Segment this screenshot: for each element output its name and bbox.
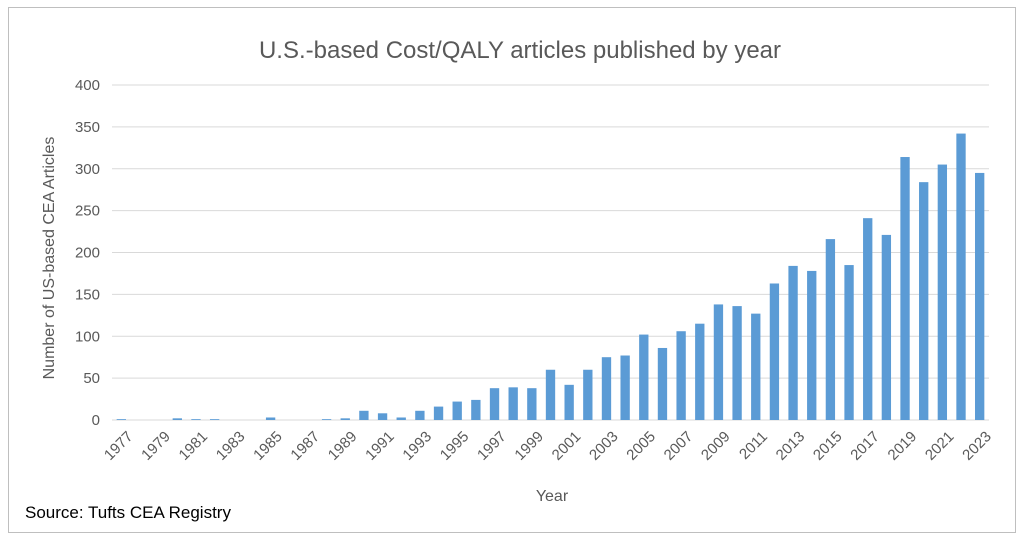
x-tick-label: 2005: [623, 428, 659, 464]
x-tick-label: 1987: [287, 428, 323, 464]
bar-1997: [489, 388, 500, 420]
bar-2015: [825, 239, 836, 420]
x-tick-label: 2017: [847, 428, 883, 464]
bar-1996: [471, 399, 481, 420]
bar-2018: [881, 234, 892, 420]
x-tick-label: 2021: [922, 428, 958, 464]
bar-2003: [601, 357, 612, 420]
bar-2005: [639, 334, 649, 420]
bar-2016: [844, 265, 854, 420]
bar-2012: [769, 283, 780, 420]
bar-2006: [657, 347, 668, 420]
bar-1988: [321, 419, 332, 420]
chart-frame: U.S.-based Cost/QALY articles published …: [8, 7, 1016, 533]
y-tick-label: 400: [75, 77, 100, 94]
bar-1977: [116, 419, 126, 420]
bar-1981: [191, 419, 201, 420]
bar-2011: [751, 313, 761, 420]
x-tick-label: 2009: [698, 428, 734, 464]
bar-2021: [937, 164, 948, 420]
bar-1993: [415, 410, 425, 420]
bar-2013: [788, 265, 798, 420]
bar-2020: [919, 182, 929, 420]
x-tick-label: 1977: [101, 428, 137, 464]
bar-1998: [508, 387, 518, 420]
x-tick-label: 2007: [661, 428, 697, 464]
bar-1990: [359, 410, 369, 420]
x-tick-label: 1979: [138, 428, 174, 464]
bar-2017: [863, 218, 873, 420]
bar-2002: [583, 369, 593, 420]
bar-2007: [676, 331, 686, 420]
y-axis-label: Number of US-based CEA Articles: [41, 137, 58, 380]
chart-canvas: U.S.-based Cost/QALY articles published …: [25, 37, 995, 522]
bar-2004: [620, 355, 630, 420]
bar-1992: [396, 417, 406, 420]
x-tick-label: 2015: [810, 428, 846, 464]
x-tick-label: 1999: [511, 428, 547, 464]
x-tick-label: 1995: [437, 428, 473, 464]
bar-2022: [956, 133, 966, 420]
bars: [116, 133, 985, 420]
x-tick-label: 2003: [586, 428, 622, 464]
y-axis-ticks: 0 50 100 150 200 250 300 350 400: [75, 77, 100, 429]
bar-2014: [807, 270, 817, 420]
y-tick-label: 50: [83, 370, 100, 387]
x-tick-label: 1989: [325, 428, 361, 464]
x-tick-label: 1997: [474, 428, 510, 464]
x-tick-label: 2023: [959, 428, 995, 464]
bar-2009: [713, 304, 724, 420]
y-tick-label: 350: [75, 119, 100, 136]
y-tick-label: 200: [75, 245, 100, 262]
x-tick-label: 1985: [250, 428, 286, 464]
bar-1995: [452, 401, 462, 420]
y-tick-label: 150: [75, 286, 100, 303]
bar-1994: [433, 406, 444, 420]
y-tick-label: 300: [75, 161, 100, 178]
y-tick-label: 0: [92, 412, 100, 429]
bar-2019: [900, 157, 910, 420]
bar-2000: [545, 369, 556, 420]
bar-1989: [340, 418, 350, 420]
x-tick-label: 2019: [885, 428, 921, 464]
x-tick-label: 2001: [549, 428, 585, 464]
x-tick-label: 1991: [362, 428, 398, 464]
bar-2001: [564, 384, 574, 420]
bar-1985: [265, 417, 276, 420]
bar-1991: [377, 413, 388, 420]
bar-1980: [172, 418, 182, 420]
x-axis-label: Year: [536, 488, 569, 505]
x-tick-label: 2011: [736, 428, 771, 463]
chart-title: U.S.-based Cost/QALY articles published …: [259, 37, 781, 64]
gridlines: [112, 84, 989, 421]
bar-2010: [732, 306, 742, 420]
bar-1982: [209, 419, 220, 420]
source-note: Source: Tufts CEA Registry: [25, 503, 231, 522]
y-tick-label: 100: [75, 328, 100, 345]
x-tick-label: 1981: [176, 428, 212, 464]
x-tick-label: 1983: [213, 428, 249, 464]
x-axis-ticks: 1977 1979 1981 1983 1985 1987 1989 1991 1993 1995…: [101, 428, 995, 464]
x-tick-label: 2013: [773, 428, 809, 464]
x-tick-label: 1993: [399, 428, 435, 464]
bar-2008: [695, 323, 705, 420]
y-tick-label: 250: [75, 203, 100, 220]
bar-2023: [975, 172, 985, 420]
bar-1999: [527, 388, 537, 420]
